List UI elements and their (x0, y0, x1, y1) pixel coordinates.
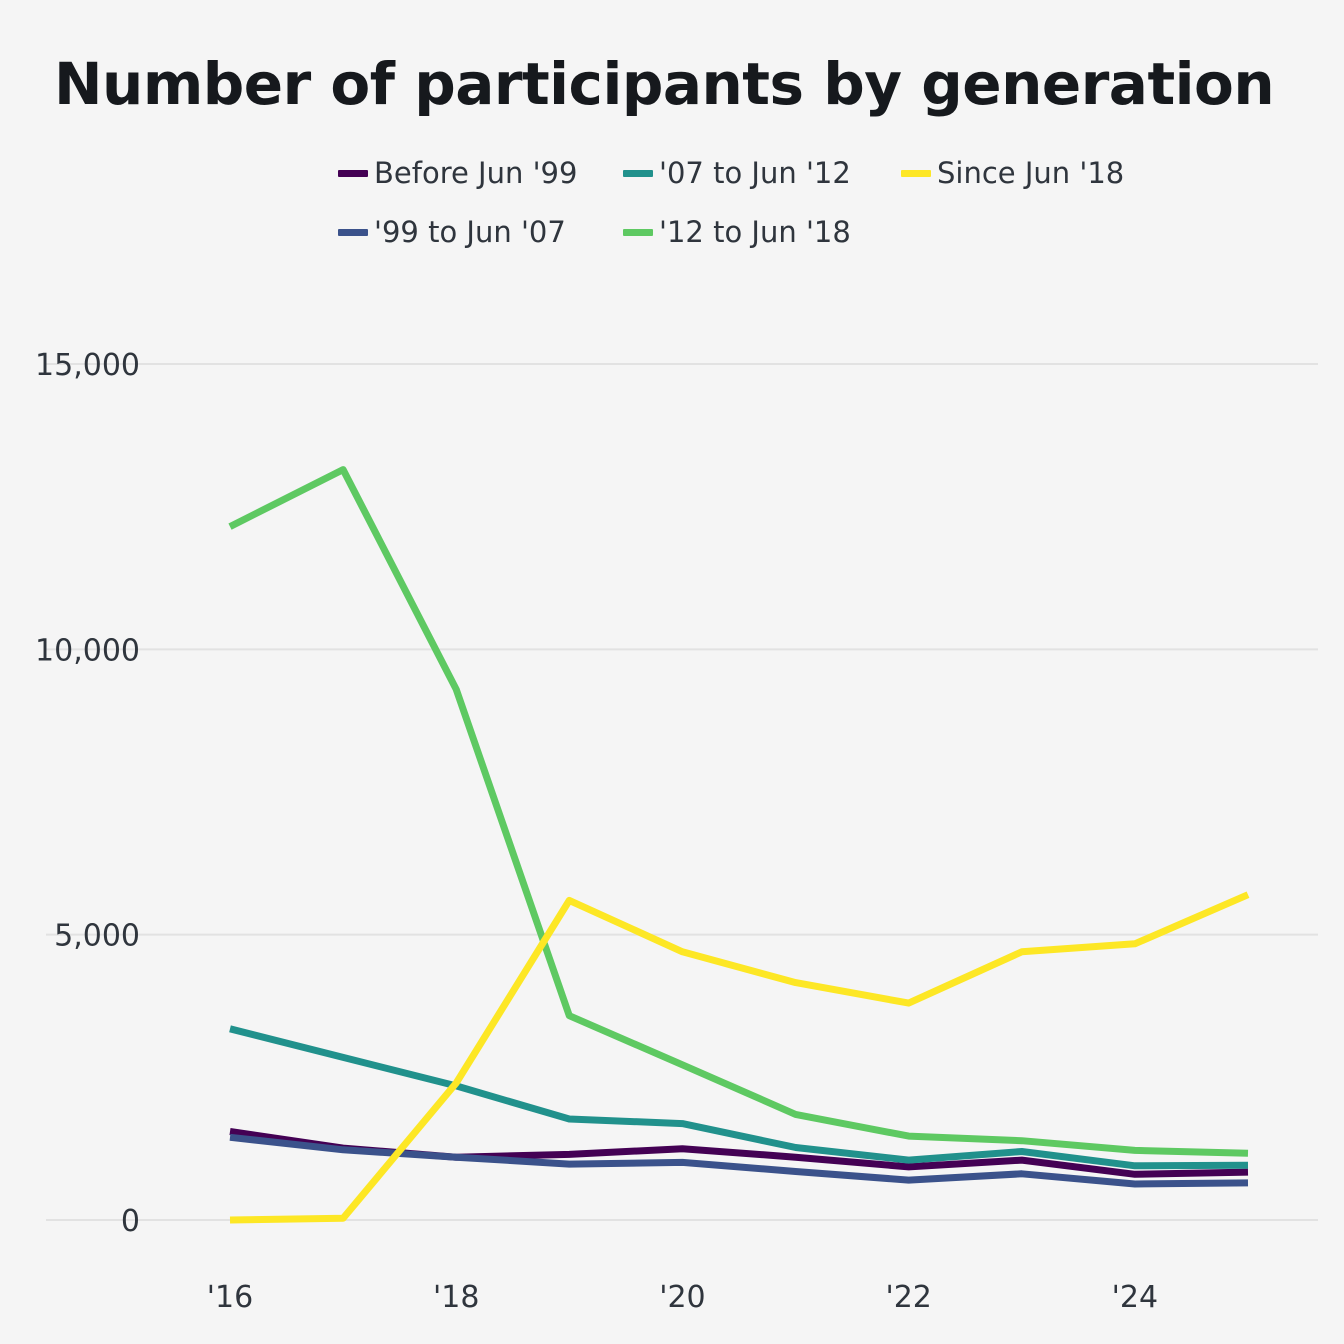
series-line-12-to-jun-18 (228, 466, 1249, 1157)
legend-item-12-to-jun-18: '12 to Jun '18 (623, 215, 851, 249)
legend-item-99-to-jun-07: '99 to Jun '07 (338, 215, 566, 249)
series-line-since-jun-18 (229, 891, 1250, 1224)
y-axis: 0 5,000 10,000 15,000 (35, 348, 140, 1239)
legend-label: '07 to Jun '12 (659, 156, 851, 190)
gridlines (46, 363, 1318, 1221)
legend-label: Before Jun '99 (374, 156, 578, 190)
legend-swatch (338, 169, 368, 177)
legend-item-before-jun-99: Before Jun '99 (338, 156, 577, 190)
y-tick-label: 15,000 (35, 348, 140, 383)
legend-swatch (623, 228, 653, 236)
y-tick-label: 5,000 (54, 919, 140, 954)
y-tick-label: 10,000 (35, 633, 140, 668)
legend-label: '99 to Jun '07 (374, 215, 566, 249)
x-tick-label: '16 (207, 1280, 253, 1315)
legend-item-07-to-jun-12: '07 to Jun '12 (623, 156, 851, 190)
x-tick-label: '20 (659, 1280, 705, 1315)
series-layer (228, 466, 1250, 1224)
legend-swatch (623, 169, 653, 177)
x-axis: '16 '18 '20 '22 '24 (207, 1280, 1158, 1315)
x-tick-label: '18 (433, 1280, 479, 1315)
legend-swatch (901, 169, 931, 177)
legend-label: '12 to Jun '18 (659, 215, 851, 249)
x-tick-label: '24 (1112, 1280, 1158, 1315)
series-line-07-to-jun-12 (229, 1025, 1249, 1170)
legend-item-since-jun-18: Since Jun '18 (901, 156, 1124, 190)
legend-label: Since Jun '18 (937, 156, 1125, 190)
y-tick-label: 0 (121, 1204, 140, 1239)
x-tick-label: '22 (885, 1280, 931, 1315)
legend-swatch (338, 228, 368, 236)
chart-title: Number of participants by generation (54, 50, 1275, 118)
